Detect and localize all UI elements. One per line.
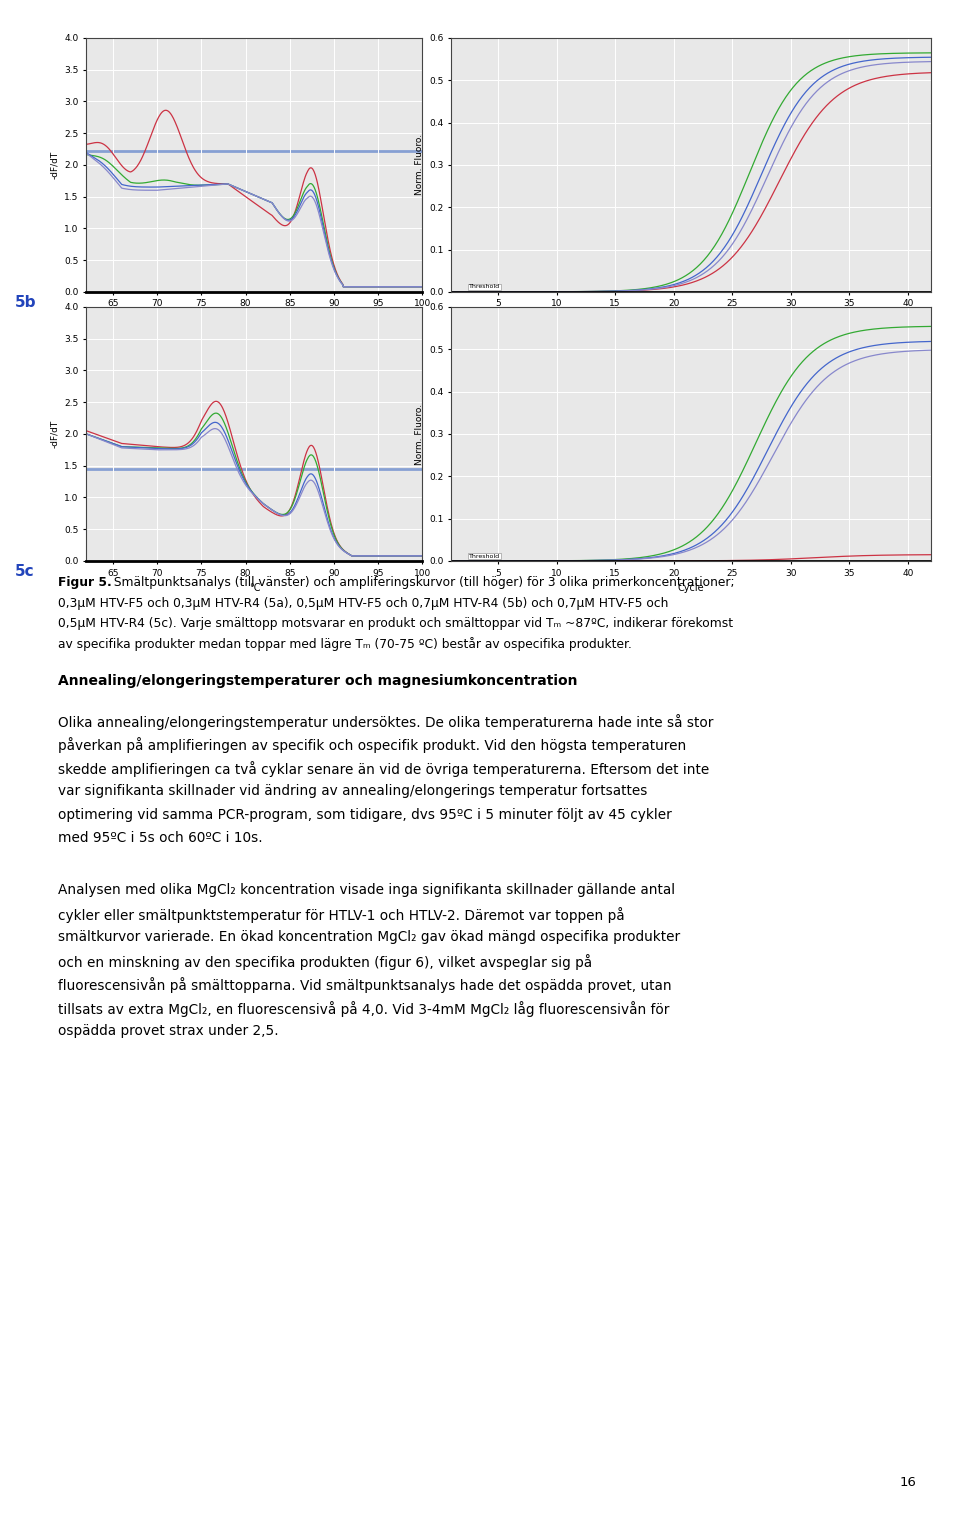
Text: Threshold: Threshold — [468, 285, 500, 290]
Text: var signifikanta skillnader vid ändring av annealing/elongerings temperatur fort: var signifikanta skillnader vid ändring … — [58, 784, 647, 799]
Text: av specifika produkter medan toppar med lägre Tₘ (70-75 ºC) består av ospecifika: av specifika produkter medan toppar med … — [58, 637, 632, 652]
X-axis label: °C: °C — [249, 314, 260, 324]
Text: optimering vid samma PCR-program, som tidigare, dvs 95ºC i 5 minuter följt av 45: optimering vid samma PCR-program, som ti… — [58, 808, 671, 822]
Text: 5c: 5c — [14, 564, 34, 579]
Text: med 95ºC i 5s och 60ºC i 10s.: med 95ºC i 5s och 60ºC i 10s. — [58, 831, 262, 846]
Text: Smältpunktsanalys (till vänster) och ampliferingskurvor (till höger) för 3 olika: Smältpunktsanalys (till vänster) och amp… — [110, 576, 735, 590]
Text: 0,5μM HTV-R4 (5c). Varje smälttopp motsvarar en produkt och smälttoppar vid Tₘ ~: 0,5μM HTV-R4 (5c). Varje smälttopp motsv… — [58, 617, 732, 631]
Text: påverkan på amplifieringen av specifik och ospecifik produkt. Vid den högsta tem: påverkan på amplifieringen av specifik o… — [58, 737, 685, 753]
X-axis label: Cycle: Cycle — [678, 584, 705, 593]
Y-axis label: -dF/dT: -dF/dT — [50, 420, 59, 449]
Text: Threshold: Threshold — [468, 553, 500, 558]
Text: cykler eller smältpunktstemperatur för HTLV-1 och HTLV-2. Däremot var toppen på: cykler eller smältpunktstemperatur för H… — [58, 907, 624, 923]
Text: 5b: 5b — [14, 296, 36, 309]
Y-axis label: Norm. Fluoro.: Norm. Fluoro. — [415, 135, 423, 196]
Text: tillsats av extra MgCl₂, en fluorescensivå på 4,0. Vid 3-4mM MgCl₂ låg fluoresce: tillsats av extra MgCl₂, en fluorescensi… — [58, 1001, 669, 1017]
Text: 16: 16 — [900, 1475, 917, 1489]
Text: smältkurvor varierade. En ökad koncentration MgCl₂ gav ökad mängd ospecifika pro: smältkurvor varierade. En ökad koncentra… — [58, 929, 680, 944]
Text: Figur 5.: Figur 5. — [58, 576, 111, 590]
Text: skedde amplifieringen ca två cyklar senare än vid de övriga temperaturerna. Efte: skedde amplifieringen ca två cyklar sena… — [58, 761, 708, 776]
Text: fluorescensivån på smälttopparna. Vid smältpunktsanalys hade det ospädda provet,: fluorescensivån på smälttopparna. Vid sm… — [58, 976, 671, 993]
Text: 0,3μM HTV-F5 och 0,3μM HTV-R4 (5a), 0,5μM HTV-F5 och 0,7μM HTV-R4 (5b) och 0,7μM: 0,3μM HTV-F5 och 0,3μM HTV-R4 (5a), 0,5μ… — [58, 596, 668, 609]
Text: Olika annealing/elongeringstemperatur undersöktes. De olika temperaturerna hade : Olika annealing/elongeringstemperatur un… — [58, 714, 713, 729]
Text: Annealing/elongeringstemperaturer och magnesiumkoncentration: Annealing/elongeringstemperaturer och ma… — [58, 675, 577, 688]
Text: Analysen med olika MgCl₂ koncentration visade inga signifikanta skillnader gälla: Analysen med olika MgCl₂ koncentration v… — [58, 882, 675, 897]
Text: ospädda provet strax under 2,5.: ospädda provet strax under 2,5. — [58, 1025, 278, 1038]
Text: och en minskning av den specifika produkten (figur 6), vilket avspeglar sig på: och en minskning av den specifika produk… — [58, 954, 591, 970]
Y-axis label: Norm. Fluoro.: Norm. Fluoro. — [415, 403, 423, 464]
Y-axis label: -dF/dT: -dF/dT — [50, 150, 59, 179]
X-axis label: °C: °C — [249, 584, 260, 593]
